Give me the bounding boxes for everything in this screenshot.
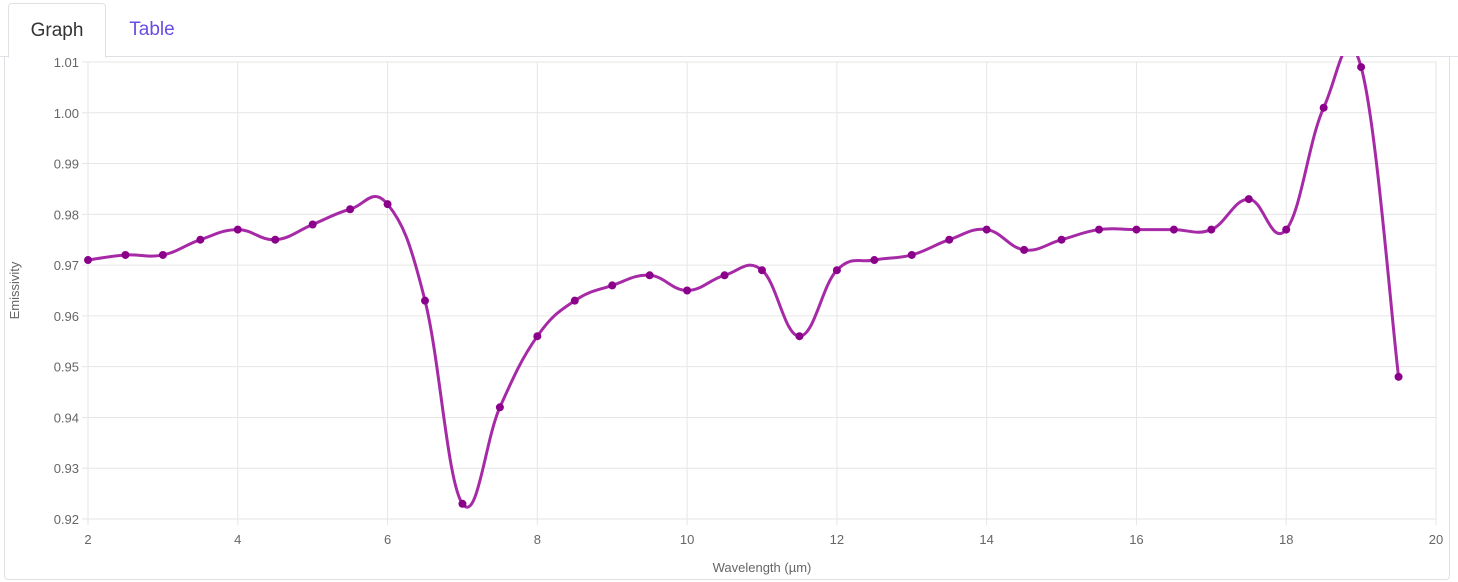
data-point[interactable] (645, 271, 654, 280)
data-point[interactable] (758, 266, 766, 275)
x-tick-label: 18 (1279, 532, 1293, 547)
emissivity-chart: 2 4 6 8 10 12 14 16 18 20 0.92 0.93 0.94 0.95 0.96 0.97… (7, 56, 1444, 575)
y-tick-label: 0.99 (54, 157, 79, 172)
series-line (87, 56, 1401, 509)
data-point[interactable] (1244, 195, 1253, 204)
data-point[interactable] (158, 250, 167, 259)
data-point[interactable] (608, 281, 617, 290)
y-tick-label: 1.01 (54, 56, 79, 70)
x-tick-label: 6 (384, 532, 391, 547)
tick-labels: 2 4 6 8 10 12 14 16 18 20 0.92 0.93 0.94 0.95 0.96 0.97… (54, 56, 1444, 547)
data-point[interactable] (1132, 225, 1141, 234)
data-point[interactable] (495, 403, 504, 412)
tab-table[interactable]: Table (129, 19, 175, 40)
data-point[interactable] (421, 296, 429, 305)
data-point[interactable] (720, 271, 729, 280)
data-point[interactable] (383, 200, 392, 209)
data-point[interactable] (945, 235, 954, 244)
data-point[interactable] (1282, 225, 1291, 234)
data-point[interactable] (907, 250, 916, 259)
y-tick-label: 0.96 (54, 309, 79, 324)
data-point[interactable] (1057, 235, 1066, 244)
data-point[interactable] (570, 296, 579, 305)
y-tick-label: 0.92 (54, 512, 79, 527)
y-tick-label: 1.00 (54, 106, 79, 121)
data-point[interactable] (196, 235, 205, 244)
x-tick-label: 12 (830, 532, 844, 547)
x-tick-label: 14 (979, 532, 993, 547)
data-point[interactable] (458, 499, 467, 508)
data-point[interactable] (683, 286, 692, 295)
x-tick-label: 8 (534, 532, 541, 547)
y-axis-title: Emissivity (7, 261, 22, 319)
data-point[interactable] (1169, 225, 1178, 234)
y-tick-label: 0.98 (54, 207, 79, 222)
y-tick-label: 0.93 (54, 461, 79, 476)
data-point[interactable] (121, 250, 130, 259)
data-point[interactable] (1207, 225, 1216, 234)
data-point[interactable] (308, 220, 317, 229)
data-point[interactable] (533, 332, 542, 341)
tab-graph[interactable]: Graph (8, 3, 106, 58)
view-tabs: Graph Table (0, 0, 1458, 58)
x-tick-label: 20 (1429, 532, 1443, 547)
x-tick-label: 4 (234, 532, 241, 547)
x-axis-title: Wavelength (µm) (713, 560, 812, 575)
data-point[interactable] (346, 205, 355, 214)
data-point[interactable] (233, 225, 242, 234)
x-tick-label: 2 (84, 532, 91, 547)
y-tick-label: 0.97 (54, 258, 79, 273)
data-point[interactable] (1020, 245, 1029, 254)
x-tick-label: 10 (680, 532, 694, 547)
data-point[interactable] (1319, 103, 1328, 112)
data-point[interactable] (795, 332, 804, 341)
data-point[interactable] (982, 225, 991, 234)
grid-lines (82, 61, 1437, 525)
y-tick-label: 0.95 (54, 360, 79, 375)
data-point[interactable] (1357, 63, 1366, 72)
data-point[interactable] (1394, 372, 1403, 381)
chart-panel: 2 4 6 8 10 12 14 16 18 20 0.92 0.93 0.94 0.95 0.96 0.97… (4, 56, 1450, 580)
data-point[interactable] (832, 266, 841, 275)
data-point[interactable] (84, 256, 92, 265)
data-point[interactable] (870, 256, 879, 265)
data-point[interactable] (1095, 225, 1103, 234)
data-point[interactable] (271, 235, 280, 244)
y-tick-label: 0.94 (54, 410, 79, 425)
x-tick-label: 16 (1129, 532, 1143, 547)
series-layer (84, 56, 1403, 509)
